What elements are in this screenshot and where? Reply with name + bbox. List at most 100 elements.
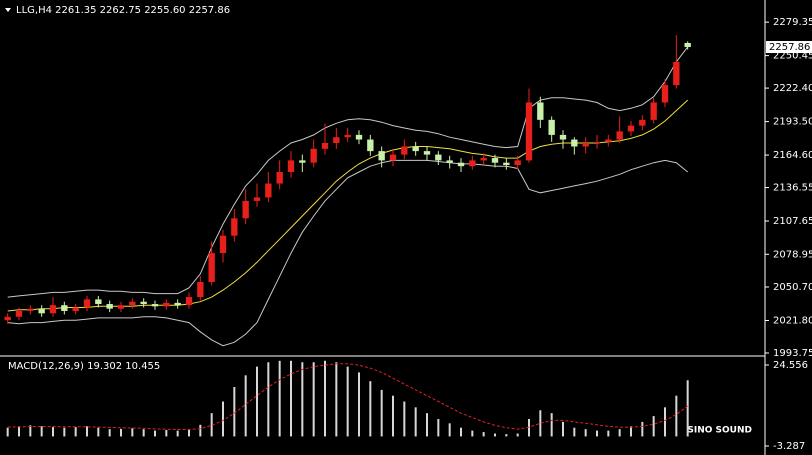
macd-bar <box>108 429 111 437</box>
candle-body <box>469 160 476 167</box>
candle-body <box>117 305 125 309</box>
macd-bar <box>596 430 598 437</box>
candle-body <box>412 146 419 152</box>
macd-bar <box>675 395 678 437</box>
candle-body <box>684 42 691 48</box>
chart-title: LLG,H4 2261.35 2262.75 2255.60 2257.86 <box>16 5 230 16</box>
y-tick-label: -3.287 <box>773 441 805 452</box>
candle-body <box>503 162 510 166</box>
y-tick-label: 2250.45 <box>773 51 812 62</box>
macd-bar <box>63 427 66 437</box>
y-tick-label: 2078.95 <box>773 249 812 260</box>
y-tick-label: 2136.55 <box>773 183 812 194</box>
candle-body <box>4 316 11 321</box>
macd-bar <box>437 418 440 437</box>
macd-bar <box>290 360 292 437</box>
macd-bar <box>256 366 258 437</box>
macd-bar <box>244 375 247 437</box>
candle-body <box>571 139 578 147</box>
candle-body <box>276 171 283 184</box>
macd-bar <box>154 430 156 437</box>
macd-bar <box>120 428 122 437</box>
macd-bar <box>335 362 338 437</box>
y-tick-label: 2021.80 <box>773 315 812 326</box>
y-tick-label: 2050.70 <box>773 282 812 293</box>
candle-body <box>673 61 680 86</box>
y-tick-label: 1993.75 <box>773 348 812 359</box>
candle-body <box>650 102 657 120</box>
candle-body <box>491 158 499 163</box>
macd-title: MACD(12,26,9) 19.302 10.455 <box>8 361 160 372</box>
candle-body <box>163 302 170 307</box>
candle-body <box>480 158 487 161</box>
signal-line <box>7 363 689 430</box>
candle-body <box>514 160 521 166</box>
macd-bar <box>392 395 394 437</box>
macd-bar <box>686 380 689 437</box>
macd-bar <box>584 429 587 437</box>
candle-body <box>287 160 295 172</box>
candle-body <box>61 305 68 311</box>
candle-body <box>389 154 397 161</box>
candle-body <box>208 253 215 283</box>
candle-body <box>310 148 317 163</box>
macd-bar <box>562 421 564 437</box>
macd-bar <box>358 372 360 437</box>
candle-body <box>457 162 465 167</box>
watermark: SINO SOUND <box>687 426 752 436</box>
macd-bar <box>29 425 32 437</box>
macd-bar <box>312 362 315 437</box>
macd-bar <box>176 430 179 437</box>
candle-body <box>435 154 442 161</box>
candle-body <box>242 200 249 219</box>
candle-body <box>355 134 363 140</box>
candle-body <box>639 119 646 126</box>
y-tick-label: 2279.35 <box>773 17 812 28</box>
macd-bar <box>131 428 134 437</box>
y-tick-label: 24.556 <box>773 360 808 371</box>
candle-body <box>559 134 567 140</box>
macd-bar <box>482 432 485 437</box>
candle-body <box>378 151 385 161</box>
macd-bar <box>414 407 417 437</box>
macd-bar <box>448 423 451 437</box>
macd-bar <box>142 429 145 437</box>
macd-bar <box>233 386 236 437</box>
candle-body <box>151 304 159 307</box>
overlay-line <box>7 46 689 298</box>
candle-body <box>582 143 589 147</box>
macd-bar <box>74 427 77 437</box>
macd-bar <box>199 424 202 437</box>
candle-body <box>38 308 45 314</box>
candle-body <box>140 301 147 305</box>
macd-bar <box>539 410 542 437</box>
candle-body <box>197 282 204 298</box>
candle-body <box>83 299 91 308</box>
candle-body <box>219 235 227 254</box>
candle-body <box>27 308 34 311</box>
macd-bar <box>301 362 304 437</box>
candle-body <box>605 139 612 142</box>
candle-body <box>253 197 261 201</box>
candle-body <box>423 151 431 155</box>
macd-bar <box>210 413 213 437</box>
macd-bar <box>426 413 428 437</box>
macd-bar <box>652 416 655 437</box>
candle-body <box>299 160 306 163</box>
overlay-line <box>7 159 689 347</box>
candle-body <box>593 141 601 144</box>
candle-body <box>15 310 23 317</box>
price-tag <box>766 41 812 54</box>
menu-arrow <box>5 8 11 12</box>
candle-body <box>333 137 340 144</box>
macd-bar <box>267 362 270 437</box>
macd-bar <box>516 433 519 437</box>
y-tick-label: 2164.60 <box>773 150 812 161</box>
macd-bar <box>460 427 462 437</box>
candle-body <box>616 131 623 140</box>
macd-bar <box>505 434 508 437</box>
candle-body <box>174 302 181 306</box>
candle-body <box>446 160 453 163</box>
